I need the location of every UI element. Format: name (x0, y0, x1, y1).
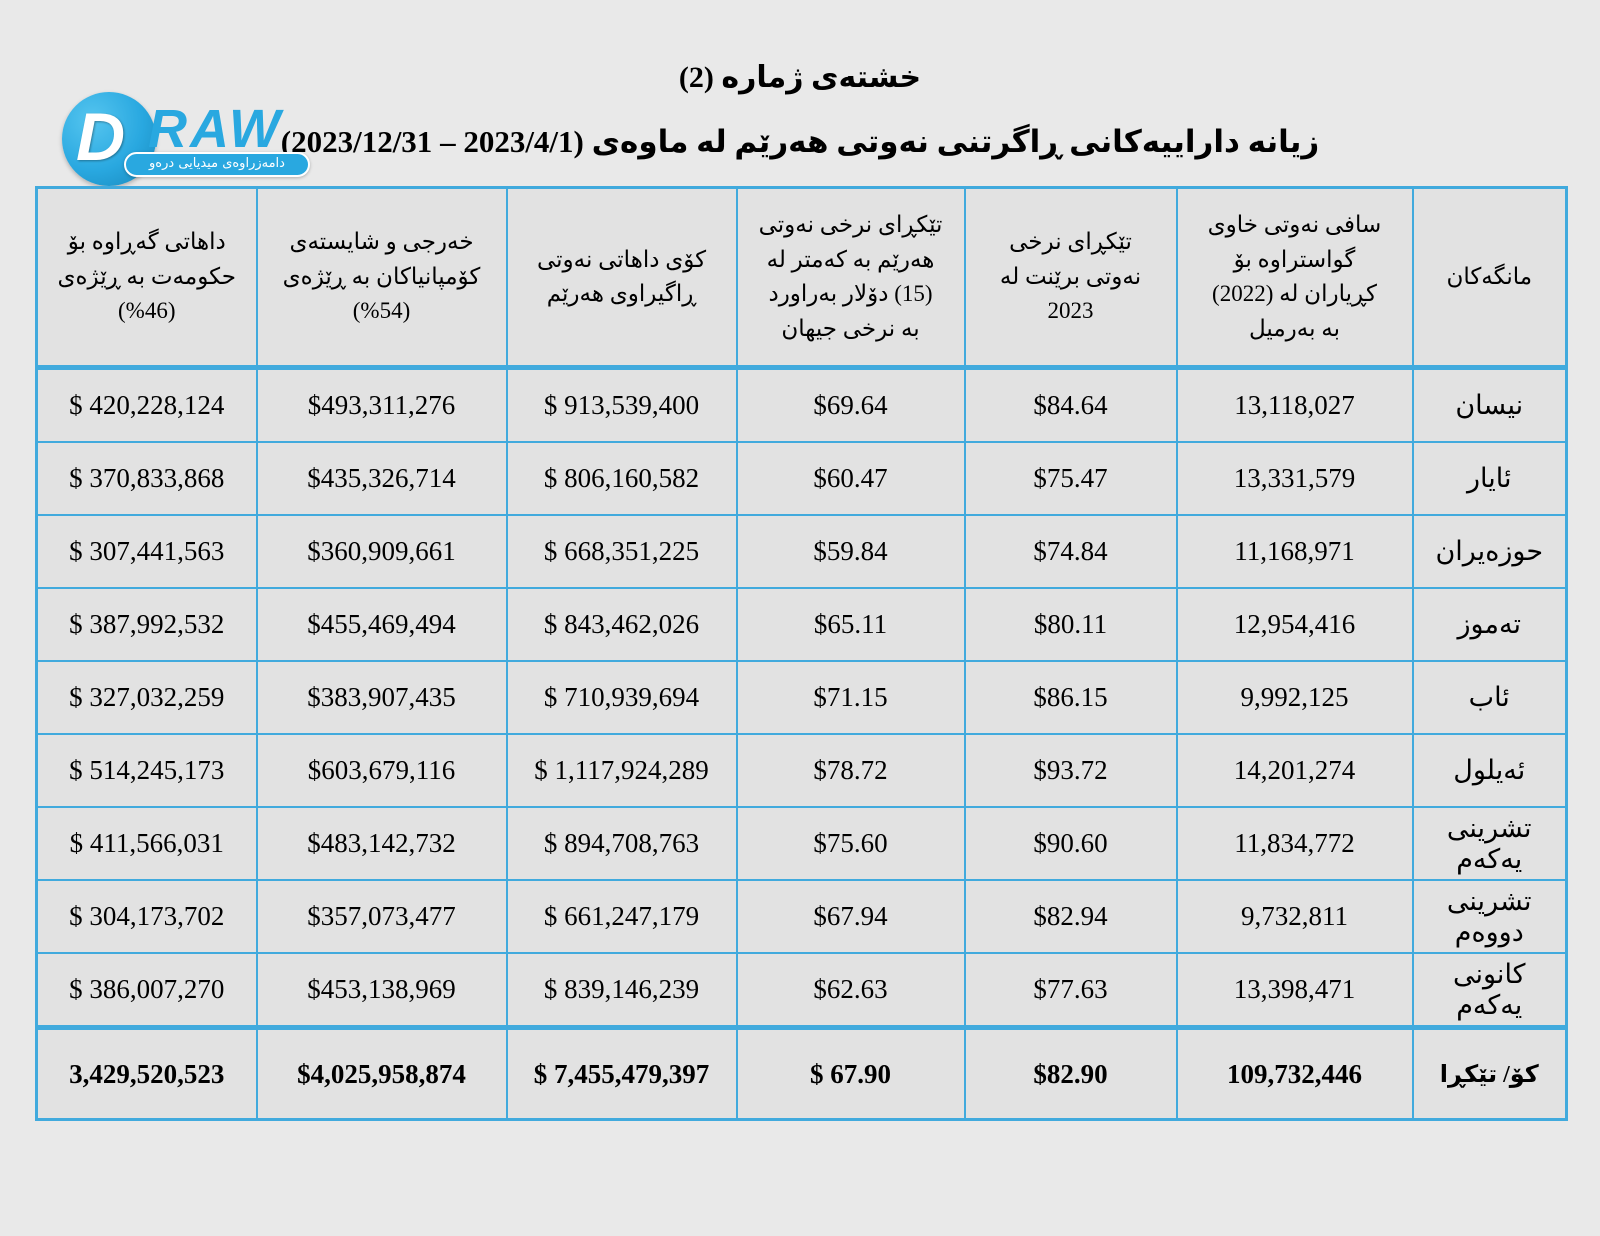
companies-share-cell: $357,073,477 (255, 879, 508, 954)
brent-price-cell: $75.47 (963, 441, 1178, 516)
companies-share-cell: $603,679,116 (255, 733, 508, 808)
table-row-november: تشرینی دووەم 9,732,811 $82.94 $67.94 $ 6… (35, 879, 1568, 954)
government-share-cell: $ 307,441,563 (35, 514, 258, 589)
companies-share-cell: $483,142,732 (255, 806, 508, 881)
logo-letter-d: D (76, 99, 126, 175)
brent-price-cell: $93.72 (963, 733, 1178, 808)
month-cell: حوزەیران (1411, 514, 1568, 589)
page-title: زیانه داراییەکانی ڕاگرتنی نەوتی هەرێم له… (280, 124, 1320, 159)
barrels-cell: 14,201,274 (1175, 733, 1414, 808)
oil-losses-table: مانگەکان سافی نەوتی خاوی گواستراوه بۆ کڕ… (35, 186, 1568, 1121)
total-label-cell: کۆ/ تێکڕا (1411, 1025, 1568, 1121)
government-share-cell: $ 327,032,259 (35, 660, 258, 735)
companies-share-cell: $435,326,714 (255, 441, 508, 516)
brent-price-cell: $77.63 (963, 952, 1178, 1029)
month-cell: کانونی یەکەم (1411, 952, 1568, 1029)
total-withheld-cell: $ 1,117,924,289 (505, 733, 738, 808)
table-row-august: ئاب 9,992,125 $86.15 $71.15 $ 710,939,69… (35, 660, 1568, 735)
companies-share-cell: $455,469,494 (255, 587, 508, 662)
barrels-cell: 13,331,579 (1175, 441, 1414, 516)
month-cell: تەموز (1411, 587, 1568, 662)
total-withheld-cell: $ 894,708,763 (505, 806, 738, 881)
total-withheld-cell: $ 913,539,400 (505, 366, 738, 443)
government-share-cell: $ 386,007,270 (35, 952, 258, 1029)
total-withheld-cell: $ 806,160,582 (505, 441, 738, 516)
government-share-cell: $ 420,228,124 (35, 366, 258, 443)
krg-price-cell: $71.15 (735, 660, 966, 735)
krg-price-cell: $78.72 (735, 733, 966, 808)
total-krg-price-cell: $ 67.90 (735, 1025, 966, 1121)
barrels-cell: 11,834,772 (1175, 806, 1414, 881)
total-withheld-cell: $ 661,247,179 (505, 879, 738, 954)
draw-media-logo: D RAW دامەزراوەی میدیایی درەو (62, 92, 312, 188)
barrels-cell: 12,954,416 (1175, 587, 1414, 662)
government-share-cell: $ 370,833,868 (35, 441, 258, 516)
total-withheld-cell: $ 839,146,239 (505, 952, 738, 1029)
barrels-cell: 9,732,811 (1175, 879, 1414, 954)
companies-share-cell: $493,311,276 (255, 366, 508, 443)
total-withheld-cell: $ 843,462,026 (505, 587, 738, 662)
brent-price-cell: $86.15 (963, 660, 1178, 735)
month-cell: ئاب (1411, 660, 1568, 735)
month-cell: نیسان (1411, 366, 1568, 443)
month-cell: ئایار (1411, 441, 1568, 516)
col-header-companies-share: خەرجی و شایستەی کۆمپانیاکان به ڕێژەی (%5… (255, 186, 508, 370)
logo-wordmark: RAW (148, 99, 283, 159)
barrels-cell: 13,398,471 (1175, 952, 1414, 1029)
government-share-cell: $ 411,566,031 (35, 806, 258, 881)
barrels-cell: 11,168,971 (1175, 514, 1414, 589)
col-header-months: مانگەکان (1411, 186, 1568, 370)
table-row-may: ئایار 13,331,579 $75.47 $60.47 $ 806,160… (35, 441, 1568, 516)
krg-price-cell: $60.47 (735, 441, 966, 516)
brent-price-cell: $90.60 (963, 806, 1178, 881)
total-withheld-sum-cell: $ 7,455,479,397 (505, 1025, 738, 1121)
total-brent-price-cell: $82.90 (963, 1025, 1178, 1121)
logo-tagline: دامەزراوەی میدیایی درەو (124, 152, 310, 177)
col-header-government-share: داهاتی گەڕاوه بۆ حکومەت به ڕێژەی (%46) (35, 186, 258, 370)
col-header-net-crude-barrels: سافی نەوتی خاوی گواستراوه بۆ کڕیاران له … (1175, 186, 1414, 370)
brent-price-cell: $84.64 (963, 366, 1178, 443)
government-share-cell: $ 514,245,173 (35, 733, 258, 808)
col-header-total-withheld-revenue: کۆی داهاتی نەوتی ڕاگیراوی هەرێم (505, 186, 738, 370)
table-row-july: تەموز 12,954,416 $80.11 $65.11 $ 843,462… (35, 587, 1568, 662)
krg-price-cell: $75.60 (735, 806, 966, 881)
month-cell: تشرینی یەکەم (1411, 806, 1568, 881)
table-number-title: خشتەی ژماره (2) (678, 61, 922, 94)
table-row-june: حوزەیران 11,168,971 $74.84 $59.84 $ 668,… (35, 514, 1568, 589)
brent-price-cell: $74.84 (963, 514, 1178, 589)
krg-price-cell: $69.64 (735, 366, 966, 443)
total-government-share-cell: 3,429,520,523 (35, 1025, 258, 1121)
total-withheld-cell: $ 668,351,225 (505, 514, 738, 589)
col-header-krg-avg-price: تێکڕای نرخی نەوتی هەرێم به کەمتر له (15)… (735, 186, 966, 370)
barrels-cell: 13,118,027 (1175, 366, 1414, 443)
companies-share-cell: $453,138,969 (255, 952, 508, 1029)
table-row-april: نیسان 13,118,027 $84.64 $69.64 $ 913,539… (35, 366, 1568, 443)
companies-share-cell: $360,909,661 (255, 514, 508, 589)
brent-price-cell: $82.94 (963, 879, 1178, 954)
table-total-row: کۆ/ تێکڕا 109,732,446 $82.90 $ 67.90 $ 7… (35, 1025, 1568, 1121)
total-companies-share-cell: $4,025,958,874 (255, 1025, 508, 1121)
krg-price-cell: $67.94 (735, 879, 966, 954)
month-cell: تشرینی دووەم (1411, 879, 1568, 954)
krg-price-cell: $62.63 (735, 952, 966, 1029)
krg-price-cell: $65.11 (735, 587, 966, 662)
table-row-september: ئەیلول 14,201,274 $93.72 $78.72 $ 1,117,… (35, 733, 1568, 808)
total-barrels-cell: 109,732,446 (1175, 1025, 1414, 1121)
companies-share-cell: $383,907,435 (255, 660, 508, 735)
table-header-row: مانگەکان سافی نەوتی خاوی گواستراوه بۆ کڕ… (35, 186, 1568, 370)
barrels-cell: 9,992,125 (1175, 660, 1414, 735)
krg-price-cell: $59.84 (735, 514, 966, 589)
table-row-december: کانونی یەکەم 13,398,471 $77.63 $62.63 $ … (35, 952, 1568, 1029)
government-share-cell: $ 304,173,702 (35, 879, 258, 954)
government-share-cell: $ 387,992,532 (35, 587, 258, 662)
month-cell: ئەیلول (1411, 733, 1568, 808)
table-row-october: تشرینی یەکەم 11,834,772 $90.60 $75.60 $ … (35, 806, 1568, 881)
col-header-brent-avg-price: تێکڕای نرخی نەوتی برێنت له 2023 (963, 186, 1178, 370)
total-withheld-cell: $ 710,939,694 (505, 660, 738, 735)
brent-price-cell: $80.11 (963, 587, 1178, 662)
